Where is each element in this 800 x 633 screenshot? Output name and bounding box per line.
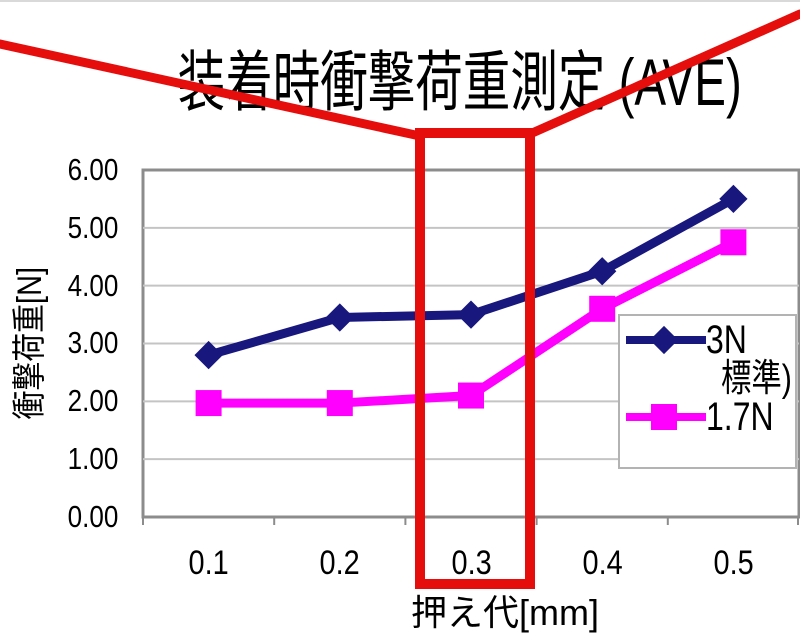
y-tick-label: 1.00 bbox=[67, 441, 118, 476]
x-tick-label: 0.2 bbox=[319, 544, 361, 582]
chart-legend: 3N 標準) 1.7N bbox=[618, 314, 797, 469]
legend-label-3n-line2: 標準) bbox=[721, 358, 792, 400]
y-tick-label: 4.00 bbox=[67, 268, 118, 303]
legend-square-marker bbox=[651, 404, 677, 430]
x-tick-label: 0.1 bbox=[188, 544, 230, 582]
y-tick-label: 5.00 bbox=[67, 210, 118, 245]
y-tick-label: 2.00 bbox=[67, 383, 118, 418]
legend-label-3n: 3N bbox=[706, 318, 747, 362]
legend-diamond-marker bbox=[649, 325, 679, 355]
x-tick-label: 0.3 bbox=[451, 544, 493, 582]
y-axis-title: 衝撃荷重[N] bbox=[11, 266, 49, 420]
y-tick-label: 6.00 bbox=[67, 152, 118, 187]
y-tick-label: 3.00 bbox=[67, 325, 118, 360]
chart-title: 装着時衝撃荷重測定 (AVE) bbox=[68, 42, 800, 122]
chart-title-text: 装着時衝撃荷重測定 (AVE) bbox=[177, 45, 742, 119]
x-tick-label: 0.5 bbox=[713, 544, 755, 582]
legend-label-17n: 1.7N bbox=[706, 395, 774, 439]
slide-edge-line bbox=[0, 0, 800, 2]
y-tick-label: 0.00 bbox=[67, 499, 118, 534]
x-tick-label: 0.4 bbox=[582, 544, 624, 582]
x-axis-title: 押え代[mm] bbox=[411, 592, 599, 633]
